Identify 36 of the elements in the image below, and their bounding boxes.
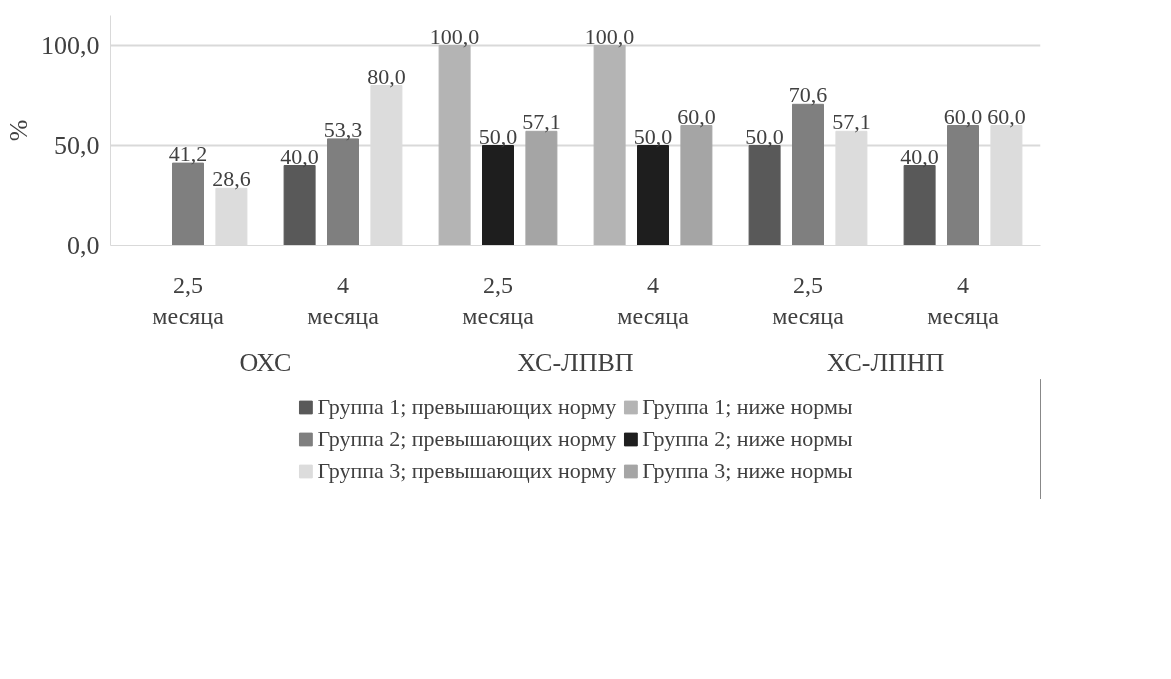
text: ХС-ЛПВП	[517, 347, 634, 377]
x-tick-label: 4 месяца	[617, 271, 690, 329]
text: ОХС	[239, 347, 292, 377]
y-tick-label: 100,0	[41, 31, 100, 60]
x-tick-label: 2,5 месяца	[772, 271, 845, 329]
data-label: 60,0	[677, 103, 716, 129]
x-tick-label: 4 месяца	[927, 271, 1000, 329]
data-label: 57,1	[522, 109, 561, 135]
legend-label: Группа 1; ниже нормы	[642, 394, 853, 420]
x-tick-label: 2,5 месяца	[462, 271, 535, 329]
y-tick-label: 0,0	[67, 231, 100, 260]
data-label: 60,0	[943, 103, 983, 129]
data-label: 28,6	[212, 166, 251, 192]
legend-label: Группа 3; превышающих норму	[317, 458, 617, 484]
data-label: 100,0	[429, 23, 480, 49]
x-tick-label: 4 месяца	[307, 271, 380, 329]
legend-label: Группа 3; ниже нормы	[642, 458, 853, 484]
y-tick-label: 50,0	[54, 131, 100, 160]
data-label: 53,3	[323, 116, 363, 142]
x-tick-label: 2,5 месяца	[152, 271, 225, 329]
legend-label: Группа 1; превышающих норму	[317, 394, 617, 420]
data-label: 41,2	[168, 141, 208, 167]
data-label: 50,0	[478, 123, 518, 149]
data-label: 100,0	[584, 23, 635, 49]
legend-label: Группа 2; ниже нормы	[642, 426, 853, 452]
data-label: 40,0	[280, 143, 319, 169]
data-label: 50,0	[633, 123, 673, 149]
data-label: 80,0	[367, 63, 406, 89]
data-label: 57,1	[832, 109, 871, 135]
data-label: 50,0	[745, 123, 784, 149]
data-label: 40,0	[900, 143, 939, 169]
data-label: 70,6	[788, 82, 828, 108]
data-label: 60,0	[987, 103, 1026, 129]
y-axis-title: %	[4, 119, 33, 142]
text: ХС-ЛПНП	[826, 347, 945, 377]
legend-label: Группа 2; превышающих норму	[317, 426, 617, 452]
